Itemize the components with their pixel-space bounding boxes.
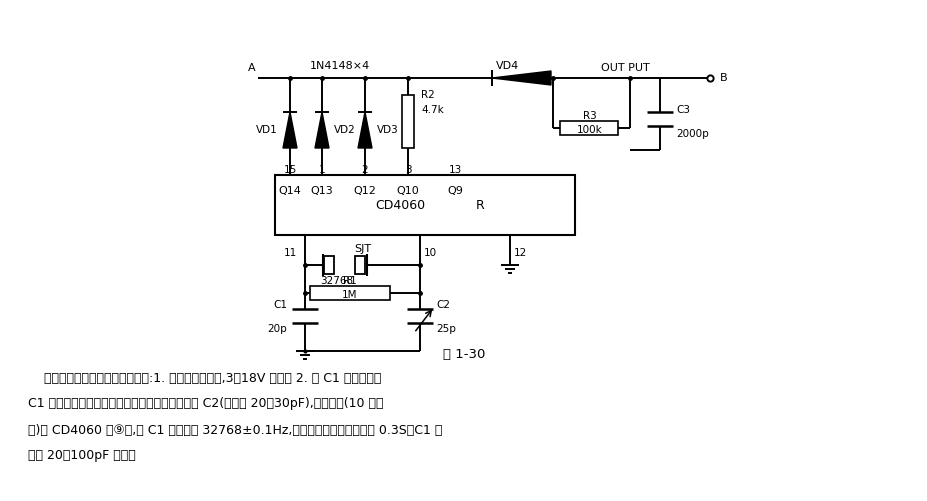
Text: 20p: 20p xyxy=(267,324,286,334)
Text: Q9: Q9 xyxy=(447,186,463,196)
Text: VD3: VD3 xyxy=(376,125,399,135)
Text: C3: C3 xyxy=(675,105,690,115)
Text: 100k: 100k xyxy=(577,125,603,135)
Text: 12: 12 xyxy=(514,248,527,258)
Text: VD2: VD2 xyxy=(334,125,355,135)
Text: 1N4148×4: 1N4148×4 xyxy=(310,61,370,71)
Text: 13: 13 xyxy=(448,165,461,175)
Text: B: B xyxy=(719,73,727,83)
Text: 32768: 32768 xyxy=(320,276,353,286)
Text: VD4: VD4 xyxy=(496,61,519,71)
Bar xyxy=(355,256,364,274)
Text: 3: 3 xyxy=(404,165,411,175)
Text: 2000p: 2000p xyxy=(675,129,708,139)
Bar xyxy=(559,121,617,135)
Text: R3: R3 xyxy=(582,111,596,121)
Polygon shape xyxy=(314,112,329,148)
Polygon shape xyxy=(358,112,372,148)
Text: 1M: 1M xyxy=(342,290,358,300)
Text: 1: 1 xyxy=(318,165,325,175)
Text: 25p: 25p xyxy=(436,324,455,334)
Text: 图 1-30: 图 1-30 xyxy=(442,349,485,362)
Text: 10: 10 xyxy=(424,248,437,258)
Text: 11: 11 xyxy=(284,248,297,258)
Text: OUT PUT: OUT PUT xyxy=(600,63,649,73)
Text: C2: C2 xyxy=(436,300,450,310)
Bar xyxy=(324,256,334,274)
Text: 限)接 CD4060 的⑨脚,调 C1 使输出为 32768±0.1Hz,这样即可保证日误差小于 0.3S。C1 一: 限)接 CD4060 的⑨脚,调 C1 使输出为 32768±0.1Hz,这样即… xyxy=(28,423,442,436)
Text: CD4060: CD4060 xyxy=(375,198,425,211)
Bar xyxy=(310,286,389,300)
Text: C1: C1 xyxy=(273,300,286,310)
Text: Q12: Q12 xyxy=(353,186,376,196)
Text: 4.7k: 4.7k xyxy=(421,105,443,115)
Text: C1 对晶振频率的影响较电源大得多。调整时固定 C2(一般取 20～30pF),用频率计(10 秒门: C1 对晶振频率的影响较电源大得多。调整时固定 C2(一般取 20～30pF),… xyxy=(28,397,383,410)
Text: 般在 20～100pF 之间。: 般在 20～100pF 之间。 xyxy=(28,449,135,462)
Text: Q14: Q14 xyxy=(278,186,301,196)
Polygon shape xyxy=(283,112,297,148)
Text: 2: 2 xyxy=(362,165,368,175)
Text: Q13: Q13 xyxy=(311,186,333,196)
Text: A: A xyxy=(248,63,256,73)
Text: R2: R2 xyxy=(421,90,434,100)
Text: Q10: Q10 xyxy=(396,186,419,196)
Text: 请注意：要保证时钟源的高精度:1. 用稳压电源供电,3～18V 均可。 2. 对 C1 进行调整。: 请注意：要保证时钟源的高精度:1. 用稳压电源供电,3～18V 均可。 2. 对… xyxy=(28,372,381,384)
Bar xyxy=(274,175,575,235)
Text: 15: 15 xyxy=(283,165,297,175)
Text: R: R xyxy=(476,198,484,211)
Text: R1: R1 xyxy=(343,276,357,286)
Polygon shape xyxy=(491,71,551,85)
Text: SJT: SJT xyxy=(353,244,371,254)
Bar xyxy=(401,95,413,148)
Text: VD1: VD1 xyxy=(256,125,278,135)
